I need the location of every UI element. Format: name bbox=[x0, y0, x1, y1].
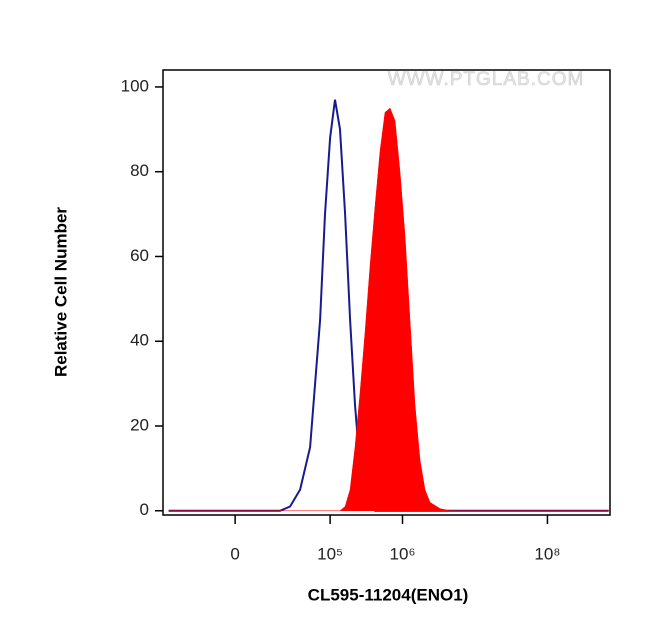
x-tick-label: 10⁸ bbox=[534, 544, 560, 563]
area bbox=[168, 107, 609, 512]
x-tick-label: 10⁶ bbox=[390, 544, 416, 563]
y-tick-label: 0 bbox=[140, 500, 149, 519]
watermark: WWW.PTGLAB.COM bbox=[388, 69, 585, 90]
plot-frame bbox=[162, 69, 611, 516]
x-tick-label: 10⁵ bbox=[317, 544, 343, 563]
x-axis-title: CL595-11204(ENO1) bbox=[308, 585, 469, 604]
y-tick-label: 40 bbox=[130, 331, 149, 350]
y-tick-label: 100 bbox=[121, 76, 149, 95]
y-tick-label: 20 bbox=[130, 415, 149, 434]
y-tick-label: 60 bbox=[130, 246, 149, 265]
y-axis-title: Relative Cell Number bbox=[51, 207, 70, 377]
y-tick-label: 80 bbox=[130, 161, 149, 180]
x-tick-label: 0 bbox=[230, 544, 239, 563]
